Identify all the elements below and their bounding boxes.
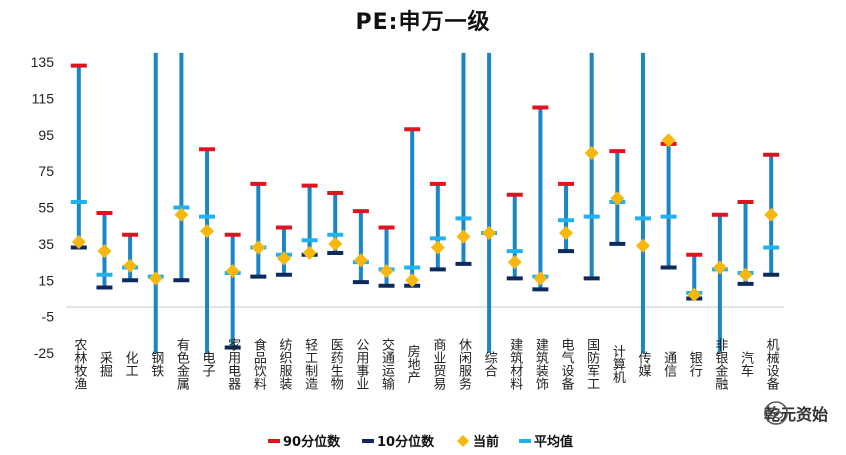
current-mark (405, 273, 420, 288)
legend-item: 当前 (457, 434, 499, 450)
y-tick-label: -5 (42, 309, 55, 325)
category-label: 纺织服装 (276, 338, 292, 390)
watermark-text: 乾元资始 (763, 405, 828, 424)
category-label: 电子 (200, 351, 216, 377)
y-tick-label: 115 (32, 90, 55, 106)
category-label: 交通运输 (379, 337, 395, 390)
current-mark (687, 287, 702, 302)
category-label: 传媒 (635, 351, 651, 377)
legend-item: 10分位数 (362, 434, 435, 450)
category-label: 建筑装饰 (533, 338, 549, 390)
wechat-icon (764, 401, 788, 425)
current-mark (430, 240, 445, 255)
current-mark (482, 225, 497, 240)
current-mark (661, 133, 676, 148)
legend-label: 当前 (473, 434, 499, 450)
category-label: 公用事业 (353, 338, 369, 390)
chart-title: PE:申万一级 (355, 10, 491, 35)
category-label: 化工 (123, 351, 139, 377)
category-label: 钢铁 (148, 351, 164, 377)
category-label: 通信 (661, 351, 677, 377)
category-label: 国防军工 (584, 338, 600, 390)
category-label: 轻工制造 (302, 338, 318, 391)
current-mark (71, 235, 86, 250)
current-mark (123, 258, 138, 273)
current-mark (302, 245, 317, 260)
category-label: 银行 (687, 351, 703, 378)
current-mark (379, 264, 394, 279)
current-mark (584, 145, 599, 160)
current-mark (456, 229, 471, 244)
category-label: 机械设备 (764, 338, 780, 391)
y-axis: 135 115 95 75 55 35 15 -5 -25 (31, 54, 784, 361)
category-label: 医药生物 (328, 338, 344, 391)
category-label: 综合 (482, 351, 498, 377)
current-mark (533, 271, 548, 286)
current-mark (507, 255, 522, 270)
legend-item: 90分位数 (268, 434, 341, 450)
y-tick-label: 75 (38, 163, 54, 179)
x-axis-labels: 农林牧渔 采掘 化工 钢铁 有色金属 电子 家用电器 食品饮料 纺织服装 轻工制造 医药生物 公用事业… (71, 337, 779, 391)
range-bars (76, 52, 774, 353)
category-label: 建筑材料 (507, 338, 523, 390)
category-label: 房地产 (405, 344, 421, 385)
current-mark (174, 207, 189, 222)
legend-swatch (457, 435, 469, 447)
y-tick-label: 15 (38, 272, 54, 288)
category-label: 农林牧渔 (71, 338, 87, 390)
current-mark (251, 240, 266, 255)
current-mark (738, 267, 753, 282)
watermark: 乾元资始 (764, 401, 828, 425)
current-mark (635, 238, 650, 253)
category-label: 商业贸易 (430, 338, 446, 391)
y-tick-label: 55 (38, 200, 54, 216)
category-label: 非银金融 (712, 338, 728, 390)
category-label: 汽车 (738, 351, 754, 377)
current-mark (764, 207, 779, 222)
y-tick-label: 135 (31, 54, 55, 70)
y-tick-label: 35 (38, 236, 54, 252)
current-mark (712, 260, 727, 275)
category-label: 电气设备 (559, 338, 575, 391)
category-label: 家用电器 (225, 337, 241, 391)
category-label: 休闲服务 (456, 338, 472, 390)
current-mark (148, 271, 163, 286)
current-mark (225, 264, 240, 279)
current-mark (559, 225, 574, 240)
category-label: 计算机 (610, 345, 626, 385)
legend-label: 10分位数 (377, 434, 435, 450)
category-label: 食品饮料 (251, 337, 267, 390)
y-tick-label: -25 (34, 345, 54, 361)
current-mark (200, 224, 215, 239)
current-mark (97, 244, 112, 259)
current-mark (276, 251, 291, 266)
legend: 90分位数 10分位数 当前 平均值 (268, 434, 573, 450)
y-tick-label: 95 (38, 127, 54, 143)
current-mark (610, 191, 625, 206)
category-label: 采掘 (97, 351, 113, 377)
current-mark (328, 236, 343, 251)
category-label: 有色金属 (174, 338, 190, 391)
legend-label: 平均值 (534, 434, 573, 450)
legend-label: 90分位数 (283, 434, 341, 450)
series-marks (70, 63, 780, 350)
current-mark (353, 253, 368, 268)
legend-item: 平均值 (519, 434, 573, 450)
